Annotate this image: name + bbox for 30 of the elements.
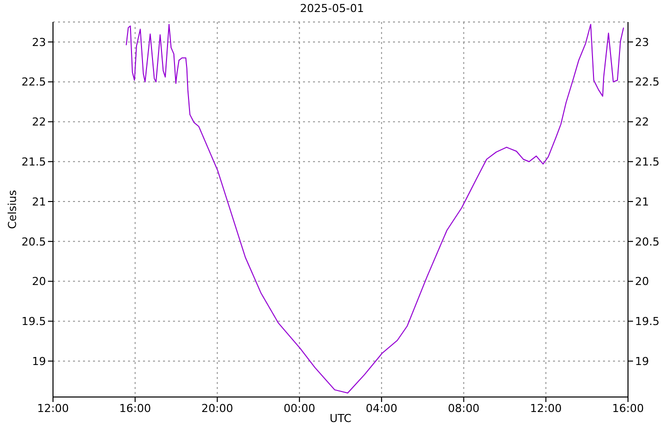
- x-tick-label: 00:00: [284, 402, 316, 415]
- y2-tick-label: 21: [635, 195, 649, 208]
- x-tick-label: 16:00: [612, 402, 644, 415]
- x-tick-label: 04:00: [366, 402, 398, 415]
- x-tick-label: 16:00: [119, 402, 151, 415]
- y-tick-label: 21.5: [22, 156, 46, 169]
- x-axis-title: UTC: [330, 412, 352, 425]
- y2-tick-label: 21.5: [635, 156, 660, 169]
- y2-tick-label: 20.5: [635, 235, 660, 248]
- y-axis-title: Celsius: [6, 190, 19, 229]
- y-tick-label: 19.5: [22, 315, 46, 328]
- line-series: [126, 24, 624, 394]
- y2-tick-label: 22: [635, 116, 649, 129]
- y-tick-label: 19: [32, 355, 46, 368]
- y2-tick-label: 22.5: [635, 76, 660, 89]
- x-tick-label: 08:00: [448, 402, 480, 415]
- y-tick-label: 23: [32, 36, 46, 49]
- y-tick-label: 21: [32, 195, 46, 208]
- y2-tick-label: 20: [635, 275, 649, 288]
- x-tick-label: 20:00: [201, 402, 234, 415]
- x-tick-label: 12:00: [37, 402, 69, 415]
- y-tick-label: 22.5: [22, 76, 46, 89]
- y-tick-label: 20.5: [22, 235, 46, 248]
- y2-tick-label: 19: [635, 355, 649, 368]
- x-tick-label: 12:00: [530, 402, 562, 415]
- y-tick-label: 22: [32, 116, 46, 129]
- chart-title: 2025-05-01: [299, 2, 365, 15]
- y-tick-label: 20: [32, 275, 46, 288]
- y2-tick-label: 19.5: [635, 315, 660, 328]
- y2-tick-label: 23: [635, 36, 649, 49]
